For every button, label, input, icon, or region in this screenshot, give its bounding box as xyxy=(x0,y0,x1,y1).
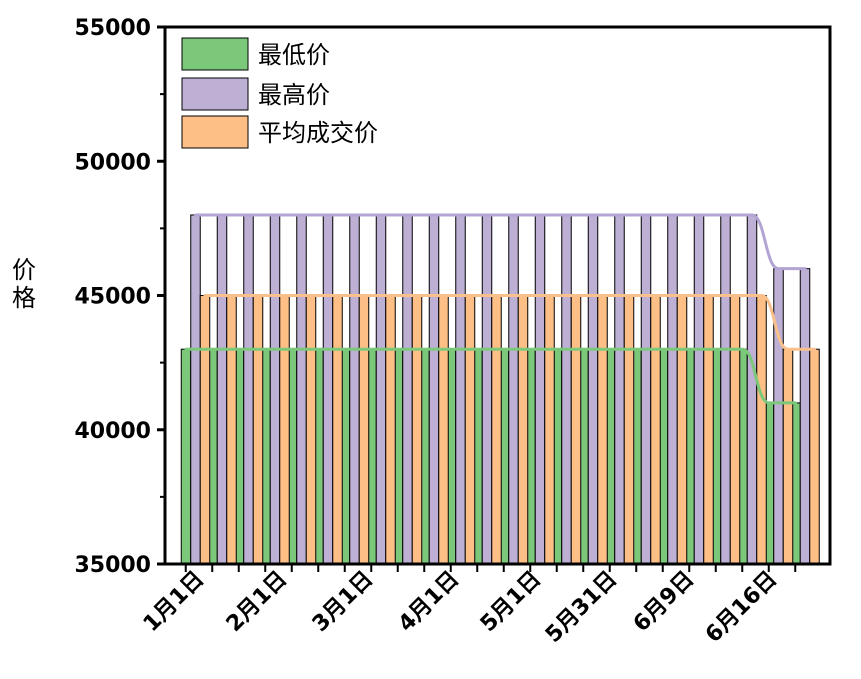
bar-3-9 xyxy=(411,295,423,565)
bar-2-9 xyxy=(402,214,413,565)
bar-3-22 xyxy=(756,295,767,565)
bar-3-21 xyxy=(729,295,741,565)
bar-2-2 xyxy=(216,214,228,565)
bar-2-14 xyxy=(534,214,546,565)
legend-swatch-1 xyxy=(181,37,249,71)
bar-3-4 xyxy=(279,295,290,565)
y-tick-label-3: 45000 xyxy=(74,285,151,310)
bar-3-15 xyxy=(570,295,582,565)
y-tick-label-4: 50000 xyxy=(74,150,151,175)
bar-2-7 xyxy=(349,214,360,565)
bar-1-1 xyxy=(180,348,192,565)
bar-2-19 xyxy=(667,214,678,565)
lines-layer xyxy=(184,213,816,405)
bar-3-7 xyxy=(358,295,370,565)
bars-layer xyxy=(180,214,820,565)
y-tick-label-5: 55000 xyxy=(74,16,151,41)
bar-2-3 xyxy=(243,214,254,565)
bar-3-2 xyxy=(226,295,237,565)
bar-3-12 xyxy=(491,295,502,565)
bar-3-17 xyxy=(623,295,635,565)
bar-3-20 xyxy=(703,295,714,565)
bar-3-1 xyxy=(199,295,211,565)
bar-2-13 xyxy=(508,214,519,565)
legend-swatch-3 xyxy=(181,115,249,149)
y-axis-title: 价格 xyxy=(12,256,36,312)
bar-2-15 xyxy=(561,214,572,565)
bar-2-8 xyxy=(375,214,387,565)
bar-3-18 xyxy=(650,295,661,565)
series-line-2 xyxy=(194,213,807,271)
legend-label-2: 最高价 xyxy=(258,81,330,109)
series-line-3 xyxy=(203,294,816,351)
bar-3-24 xyxy=(809,348,820,565)
bar-2-12 xyxy=(481,214,493,565)
bar-3-5 xyxy=(305,295,317,565)
x-tick-label-8: 6月16日 xyxy=(701,567,782,648)
bar-2-22 xyxy=(746,214,758,565)
bar-3-16 xyxy=(597,295,608,565)
x-tick-label-5: 5月1日 xyxy=(476,567,546,637)
bar-3-13 xyxy=(517,295,529,565)
bar-3-6 xyxy=(332,295,343,565)
bar-2-18 xyxy=(640,214,652,565)
y-tick-label-1: 35000 xyxy=(74,553,151,578)
bar-3-11 xyxy=(464,295,476,565)
bar-2-17 xyxy=(614,214,625,565)
x-tick-label-2: 2月1日 xyxy=(222,567,292,637)
bar-2-11 xyxy=(455,214,466,565)
x-tick-label-4: 4月1日 xyxy=(394,567,464,637)
legend-swatch-2 xyxy=(181,77,249,111)
bar-2-21 xyxy=(720,214,731,565)
bar-2-6 xyxy=(322,214,334,565)
bar-3-10 xyxy=(438,295,449,565)
bar-2-24 xyxy=(799,268,811,565)
bar-2-16 xyxy=(587,214,599,565)
series-line-1 xyxy=(184,347,797,405)
bar-2-1 xyxy=(190,214,201,565)
bar-2-20 xyxy=(693,214,705,565)
bar-3-14 xyxy=(544,295,555,565)
x-tick-label-3: 3月1日 xyxy=(308,567,378,637)
legend-label-1: 最低价 xyxy=(258,41,330,69)
legend-label-3: 平均成交价 xyxy=(258,119,378,147)
bar-2-4 xyxy=(269,214,281,565)
x-tick-label-7: 6月9日 xyxy=(629,567,699,637)
bar-3-3 xyxy=(252,295,264,565)
bar-3-8 xyxy=(385,295,396,565)
bar-2-10 xyxy=(428,214,440,565)
bar-2-5 xyxy=(296,214,307,565)
bar-2-23 xyxy=(773,268,784,565)
bar-3-23 xyxy=(782,348,794,565)
bar-3-19 xyxy=(676,295,688,565)
x-tick-label-6: 5月31日 xyxy=(541,567,622,648)
y-tick-label-2: 40000 xyxy=(74,419,151,444)
